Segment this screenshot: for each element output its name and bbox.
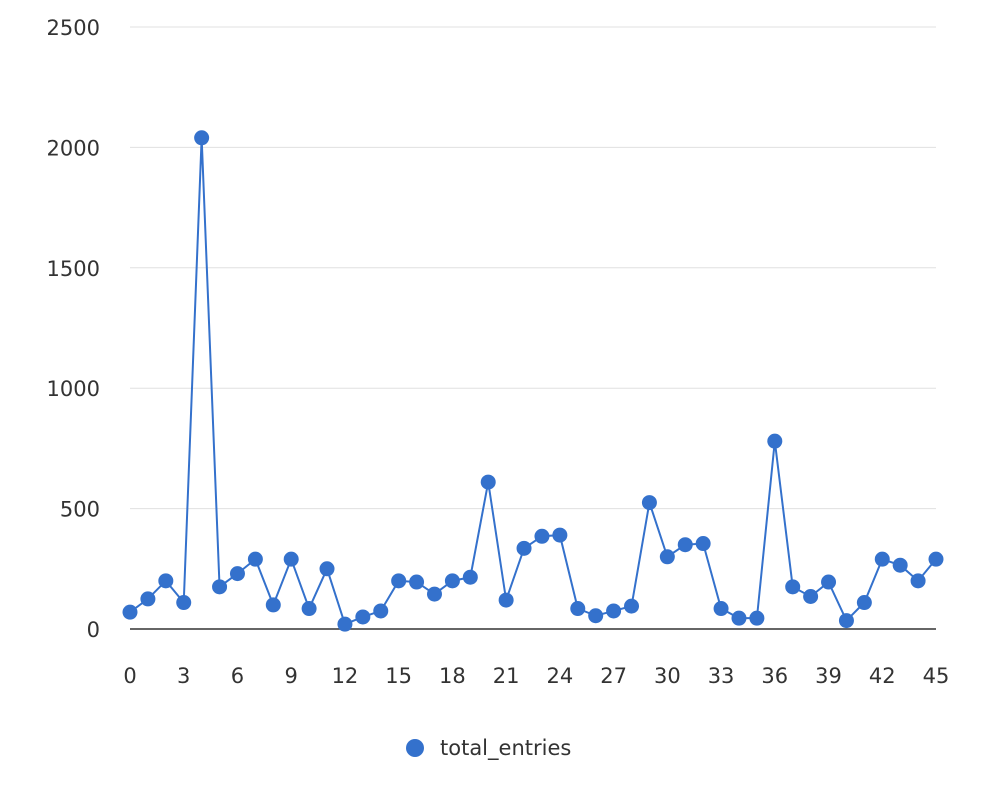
data-point[interactable]: [444, 573, 460, 589]
data-point[interactable]: [212, 579, 228, 595]
data-point[interactable]: [426, 586, 442, 602]
data-point[interactable]: [677, 537, 693, 553]
data-point[interactable]: [910, 573, 926, 589]
legend[interactable]: total_entries: [406, 736, 571, 761]
data-point[interactable]: [194, 130, 210, 146]
x-tick-label: 42: [869, 664, 896, 688]
data-point[interactable]: [391, 573, 407, 589]
data-point[interactable]: [337, 616, 353, 632]
y-tick-label: 0: [87, 618, 100, 642]
x-tick-label: 12: [332, 664, 359, 688]
x-tick-label: 24: [546, 664, 573, 688]
x-tick-label: 0: [123, 664, 136, 688]
data-point[interactable]: [462, 569, 478, 585]
data-point[interactable]: [928, 551, 944, 567]
legend-marker-icon: [406, 739, 424, 757]
data-point[interactable]: [480, 474, 496, 490]
data-point[interactable]: [874, 551, 890, 567]
data-point[interactable]: [713, 601, 729, 617]
x-tick-label: 18: [439, 664, 466, 688]
data-point[interactable]: [373, 603, 389, 619]
data-point[interactable]: [588, 608, 604, 624]
x-axis-tick-labels: 0 3 6 9 12 15 18 21 24 27 30 33 36 39 42 45: [123, 664, 949, 688]
data-point[interactable]: [785, 579, 801, 595]
x-tick-label: 15: [385, 664, 412, 688]
data-point[interactable]: [695, 536, 711, 552]
data-point[interactable]: [229, 566, 245, 582]
data-point[interactable]: [767, 433, 783, 449]
x-tick-label: 36: [761, 664, 788, 688]
data-point[interactable]: [247, 551, 263, 567]
data-point[interactable]: [803, 588, 819, 604]
y-tick-label: 1000: [47, 377, 100, 401]
data-point[interactable]: [158, 573, 174, 589]
x-tick-label: 45: [923, 664, 950, 688]
y-tick-label: 500: [60, 498, 100, 522]
data-point[interactable]: [409, 574, 425, 590]
x-tick-label: 33: [708, 664, 735, 688]
data-point[interactable]: [498, 592, 514, 608]
data-point[interactable]: [355, 609, 371, 625]
x-tick-label: 6: [231, 664, 244, 688]
y-tick-label: 2500: [47, 16, 100, 40]
legend-label: total_entries: [440, 736, 571, 761]
x-tick-label: 3: [177, 664, 190, 688]
data-point[interactable]: [552, 527, 568, 543]
data-point[interactable]: [534, 528, 550, 544]
data-point[interactable]: [749, 610, 765, 626]
data-point[interactable]: [659, 549, 675, 565]
data-points: [122, 130, 944, 632]
y-axis-tick-labels: 0 500 1000 1500 2000 2500: [47, 16, 100, 642]
x-tick-label: 30: [654, 664, 681, 688]
data-point[interactable]: [265, 597, 281, 613]
series-line-total-entries: [129, 137, 937, 626]
data-point[interactable]: [176, 595, 192, 611]
data-point[interactable]: [821, 574, 837, 590]
data-point[interactable]: [570, 601, 586, 617]
x-tick-label: 27: [600, 664, 627, 688]
y-tick-label: 2000: [47, 136, 100, 160]
grid-lines: [130, 26, 936, 510]
x-tick-label: 39: [815, 664, 842, 688]
data-point[interactable]: [516, 540, 532, 556]
data-point[interactable]: [122, 604, 138, 620]
data-point[interactable]: [892, 557, 908, 573]
y-tick-label: 1500: [47, 257, 100, 281]
data-point[interactable]: [140, 591, 156, 607]
data-point[interactable]: [319, 561, 335, 577]
data-point[interactable]: [838, 613, 854, 629]
x-tick-label: 9: [285, 664, 298, 688]
data-point[interactable]: [301, 601, 317, 617]
x-tick-label: 21: [493, 664, 520, 688]
data-point[interactable]: [856, 595, 872, 611]
data-point[interactable]: [731, 610, 747, 626]
data-point[interactable]: [641, 495, 657, 511]
data-point[interactable]: [624, 598, 640, 614]
data-point[interactable]: [283, 551, 299, 567]
data-point[interactable]: [606, 603, 622, 619]
